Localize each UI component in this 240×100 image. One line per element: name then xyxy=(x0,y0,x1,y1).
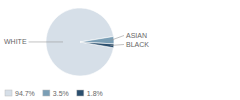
legend-swatch xyxy=(5,90,12,96)
legend-label: 94.7% xyxy=(15,90,35,97)
leader-line xyxy=(111,36,124,41)
legend-item: 3.5% xyxy=(43,90,69,97)
legend-swatch xyxy=(77,90,84,96)
leader-line xyxy=(29,41,63,42)
legend-item: 1.8% xyxy=(77,90,103,97)
legend-label: 3.5% xyxy=(53,90,69,97)
slice-label: BLACK xyxy=(126,41,149,48)
slice-label: WHITE xyxy=(4,38,27,45)
legend-swatch xyxy=(43,90,50,96)
legend-label: 1.8% xyxy=(87,90,103,97)
pie-slice xyxy=(80,42,114,48)
legend-item: 94.7% xyxy=(5,90,35,97)
slice-label: ASIAN xyxy=(126,32,147,39)
legend: 94.7% 3.5% 1.8% xyxy=(5,90,103,97)
annotations: WHITE ASIAN BLACK xyxy=(4,32,149,48)
leader-line xyxy=(110,44,124,46)
chart: WHITE ASIAN BLACK 94.7% 3.5% 1.8% xyxy=(0,0,240,100)
